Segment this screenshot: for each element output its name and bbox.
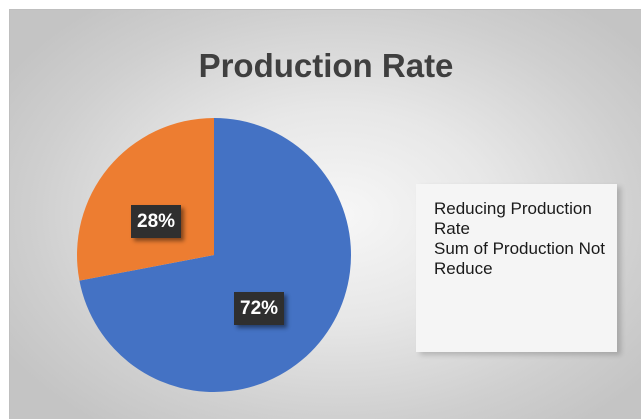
data-label-major-slice: 72% xyxy=(234,292,285,325)
chart-title: Production Rate xyxy=(198,47,454,84)
legend-entry-not-reduce: Sum of Production Not Reduce xyxy=(434,239,606,278)
chart-area: Production Rate 28% 72% Reducing Product… xyxy=(9,9,641,419)
legend: Reducing Production Rate Sum of Producti… xyxy=(416,184,617,352)
data-label-other-slice: 28% xyxy=(131,205,182,238)
legend-entry-reducing: Reducing Production Rate xyxy=(434,199,592,238)
pie-slice-not-reduce xyxy=(77,118,214,281)
